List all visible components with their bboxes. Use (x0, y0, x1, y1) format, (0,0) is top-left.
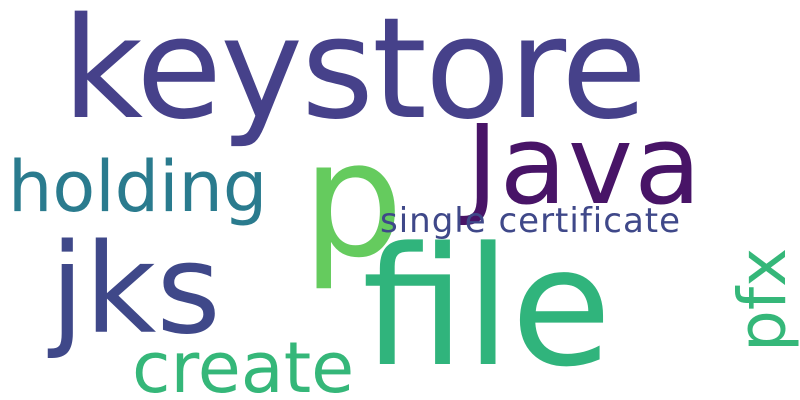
word-pfx: pfx (724, 247, 800, 352)
word-p: p (302, 106, 404, 293)
word-java: Java (466, 101, 703, 229)
word-file: file (362, 212, 612, 400)
word-jks: jks (50, 218, 221, 362)
word-create: create (132, 327, 355, 400)
word-keystore: keystore (62, 0, 647, 151)
word-single-certificate: single certificate (380, 201, 682, 241)
word-holding: holding (8, 146, 268, 228)
